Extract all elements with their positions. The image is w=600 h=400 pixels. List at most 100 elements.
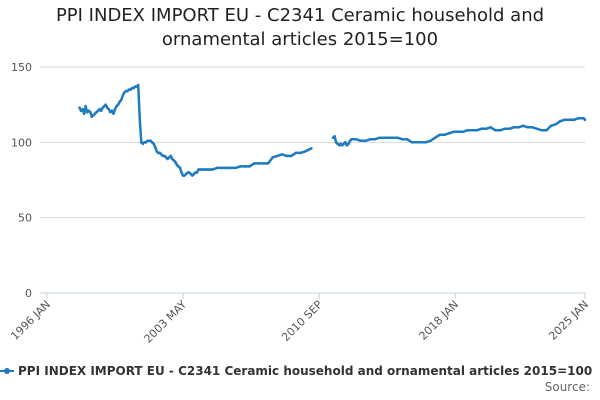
data-point[interactable] (359, 139, 363, 143)
data-point[interactable] (410, 141, 414, 144)
data-point[interactable] (195, 171, 199, 174)
series-line[interactable] (78, 83, 312, 177)
data-point[interactable] (583, 118, 587, 121)
data-point[interactable] (78, 106, 81, 109)
data-point[interactable] (470, 129, 474, 132)
data-point[interactable] (266, 162, 270, 165)
legend[interactable]: PPI INDEX IMPORT EU - C2341 Ceramic hous… (0, 362, 600, 380)
data-point[interactable] (104, 103, 107, 106)
data-point[interactable] (262, 162, 265, 165)
data-point[interactable] (484, 127, 488, 131)
data-point[interactable] (84, 104, 87, 108)
data-point[interactable] (392, 136, 395, 140)
data-point[interactable] (153, 145, 157, 149)
data-point[interactable] (364, 139, 367, 143)
data-point[interactable] (401, 138, 404, 141)
data-point[interactable] (378, 136, 381, 140)
data-point[interactable] (559, 119, 562, 123)
data-point[interactable] (169, 154, 172, 158)
data-point[interactable] (215, 166, 219, 170)
data-point[interactable] (456, 130, 460, 134)
data-point[interactable] (568, 118, 571, 121)
data-point[interactable] (81, 107, 84, 111)
data-point[interactable] (303, 150, 307, 153)
data-point[interactable] (540, 129, 543, 132)
data-point[interactable] (234, 166, 237, 170)
data-point[interactable] (136, 83, 140, 87)
data-point[interactable] (243, 165, 247, 168)
data-point[interactable] (368, 138, 372, 141)
data-point[interactable] (494, 129, 497, 132)
data-point[interactable] (89, 110, 92, 114)
data-point[interactable] (152, 142, 155, 146)
data-point[interactable] (507, 127, 511, 131)
data-point[interactable] (373, 138, 377, 141)
data-point[interactable] (466, 129, 469, 132)
data-point[interactable] (387, 136, 391, 140)
data-point[interactable] (419, 141, 423, 144)
data-point[interactable] (112, 112, 115, 115)
data-point[interactable] (310, 147, 313, 150)
data-point[interactable] (382, 136, 386, 140)
data-point[interactable] (572, 118, 576, 121)
data-point[interactable] (545, 129, 548, 132)
data-point[interactable] (307, 148, 310, 152)
data-point[interactable] (178, 166, 182, 170)
data-point[interactable] (503, 127, 506, 131)
data-point[interactable] (271, 156, 275, 159)
data-point[interactable] (433, 136, 437, 140)
data-point[interactable] (220, 166, 223, 170)
data-point[interactable] (396, 136, 400, 140)
data-point[interactable] (452, 130, 455, 134)
data-point[interactable] (211, 168, 214, 171)
data-point[interactable] (99, 109, 103, 112)
data-point[interactable] (475, 129, 479, 132)
data-point[interactable] (299, 151, 302, 155)
data-point[interactable] (563, 118, 567, 121)
data-point[interactable] (521, 124, 525, 128)
data-point[interactable] (280, 153, 284, 156)
data-point[interactable] (531, 126, 534, 129)
data-point[interactable] (119, 98, 123, 102)
data-point[interactable] (333, 135, 336, 138)
data-point[interactable] (549, 124, 553, 128)
data-point[interactable] (344, 141, 347, 144)
data-point[interactable] (443, 133, 446, 137)
data-point[interactable] (107, 107, 111, 111)
data-point[interactable] (290, 154, 293, 158)
data-point[interactable] (354, 138, 358, 141)
data-point[interactable] (461, 130, 465, 134)
data-point[interactable] (238, 165, 242, 168)
data-point[interactable] (113, 107, 117, 111)
data-point[interactable] (82, 112, 86, 115)
data-point[interactable] (174, 160, 177, 164)
data-point[interactable] (517, 126, 520, 129)
data-point[interactable] (138, 118, 142, 121)
data-point[interactable] (415, 141, 418, 144)
data-point[interactable] (554, 123, 557, 126)
data-point[interactable] (252, 162, 256, 165)
data-point[interactable] (116, 103, 120, 106)
data-point[interactable] (294, 151, 298, 155)
data-point[interactable] (121, 94, 125, 97)
data-point[interactable] (424, 141, 428, 144)
data-point[interactable] (480, 127, 483, 131)
data-point[interactable] (347, 142, 350, 146)
data-point[interactable] (405, 138, 409, 141)
data-point[interactable] (110, 109, 114, 112)
data-point[interactable] (512, 126, 516, 129)
data-point[interactable] (285, 154, 288, 158)
data-point[interactable] (276, 154, 279, 158)
data-point[interactable] (498, 129, 502, 132)
data-point[interactable] (180, 171, 183, 174)
data-point[interactable] (577, 116, 581, 120)
data-point[interactable] (438, 133, 442, 137)
series-line[interactable] (332, 116, 586, 147)
data-point[interactable] (257, 162, 261, 165)
data-point[interactable] (429, 139, 432, 143)
data-point[interactable] (225, 166, 228, 170)
data-point[interactable] (526, 126, 530, 129)
data-point[interactable] (489, 126, 493, 129)
data-point[interactable] (447, 132, 451, 135)
data-point[interactable] (248, 165, 251, 168)
